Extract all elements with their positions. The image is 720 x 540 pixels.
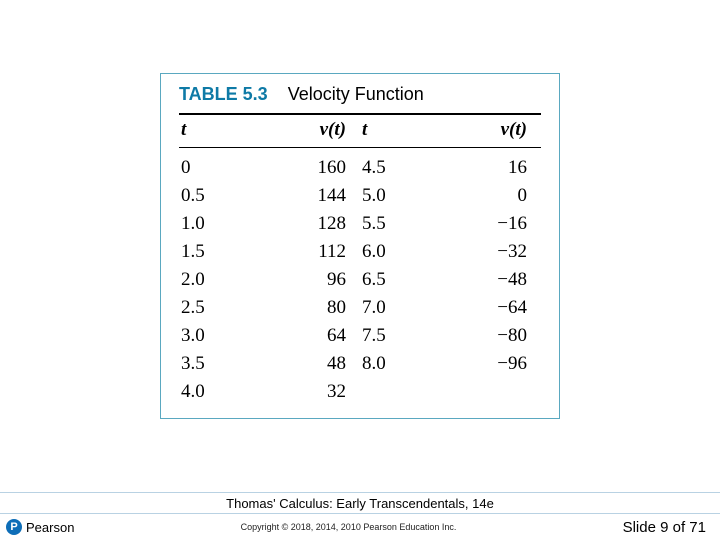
- cell-t: 5.0: [360, 182, 440, 210]
- cell-v: −96: [440, 350, 541, 378]
- col-header-v-left: v(t): [259, 114, 360, 148]
- cell-t: 2.5: [179, 294, 259, 322]
- table-row: 3.5488.0−96: [179, 350, 541, 378]
- cell-t: 0.5: [179, 182, 259, 210]
- table-title: Velocity Function: [288, 84, 424, 104]
- cell-v: −80: [440, 322, 541, 350]
- table-row: 1.51126.0−32: [179, 238, 541, 266]
- cell-v: −16: [440, 210, 541, 238]
- cell-v: −32: [440, 238, 541, 266]
- cell-t: 5.5: [360, 210, 440, 238]
- cell-v: 16: [440, 154, 541, 182]
- cell-t: 0: [179, 154, 259, 182]
- brand: P Pearson: [6, 519, 74, 535]
- slide: TABLE 5.3 Velocity Function t v(t) t v(t…: [0, 0, 720, 540]
- table-header-row: t v(t) t v(t): [179, 114, 541, 148]
- col-header-t-right: t: [360, 114, 440, 148]
- cell-t: 6.0: [360, 238, 440, 266]
- table-caption: TABLE 5.3 Velocity Function: [179, 84, 541, 105]
- cell-t: 1.5: [179, 238, 259, 266]
- cell-t: 3.5: [179, 350, 259, 378]
- cell-t: 7.5: [360, 322, 440, 350]
- col-header-v-right: v(t): [440, 114, 541, 148]
- cell-v: −48: [440, 266, 541, 294]
- table-row: 3.0647.5−80: [179, 322, 541, 350]
- cell-v: 0: [440, 182, 541, 210]
- cell-v: [440, 378, 541, 406]
- cell-t: 3.0: [179, 322, 259, 350]
- table-body: 01604.5160.51445.001.01285.5−161.51126.0…: [179, 154, 541, 406]
- slide-number: Slide 9 of 71: [623, 519, 706, 536]
- pearson-logo-icon: P: [6, 519, 22, 535]
- cell-v: 64: [259, 322, 360, 350]
- cell-v: 80: [259, 294, 360, 322]
- table-row: 4.032: [179, 378, 541, 406]
- footer: Thomas' Calculus: Early Transcendentals,…: [0, 492, 720, 540]
- table-row: 2.5807.0−64: [179, 294, 541, 322]
- cell-t: [360, 378, 440, 406]
- velocity-table: t v(t) t v(t) 01604.5160.51445.001.01285…: [179, 113, 541, 406]
- cell-t: 4.0: [179, 378, 259, 406]
- cell-t: 1.0: [179, 210, 259, 238]
- col-header-t-left: t: [179, 114, 259, 148]
- cell-t: 7.0: [360, 294, 440, 322]
- cell-t: 8.0: [360, 350, 440, 378]
- cell-v: 112: [259, 238, 360, 266]
- cell-t: 6.5: [360, 266, 440, 294]
- cell-v: 48: [259, 350, 360, 378]
- cell-v: 128: [259, 210, 360, 238]
- table-row: 0.51445.00: [179, 182, 541, 210]
- copyright-text: Copyright © 2018, 2014, 2010 Pearson Edu…: [74, 522, 622, 532]
- content-area: TABLE 5.3 Velocity Function t v(t) t v(t…: [0, 0, 720, 492]
- brand-name: Pearson: [26, 520, 74, 535]
- cell-v: 96: [259, 266, 360, 294]
- cell-v: 32: [259, 378, 360, 406]
- cell-t: 2.0: [179, 266, 259, 294]
- cell-t: 4.5: [360, 154, 440, 182]
- cell-v: 160: [259, 154, 360, 182]
- book-title: Thomas' Calculus: Early Transcendentals,…: [0, 492, 720, 514]
- table-row: 1.01285.5−16: [179, 210, 541, 238]
- table-row: 01604.516: [179, 154, 541, 182]
- table-row: 2.0966.5−48: [179, 266, 541, 294]
- table-label: TABLE 5.3: [179, 84, 268, 104]
- footer-row: P Pearson Copyright © 2018, 2014, 2010 P…: [0, 514, 720, 540]
- cell-v: 144: [259, 182, 360, 210]
- velocity-table-box: TABLE 5.3 Velocity Function t v(t) t v(t…: [160, 73, 560, 419]
- cell-v: −64: [440, 294, 541, 322]
